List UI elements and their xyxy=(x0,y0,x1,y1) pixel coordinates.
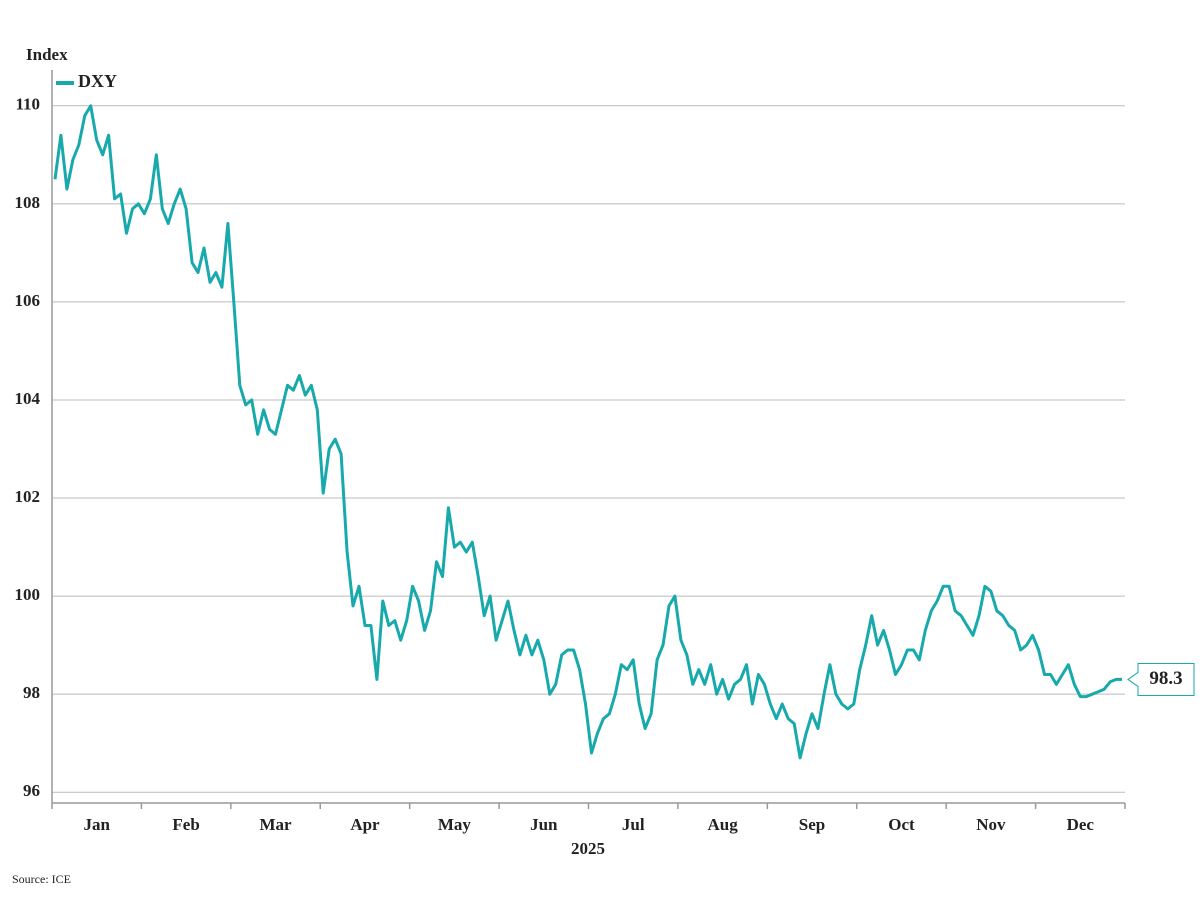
x-tick-label: Aug xyxy=(708,815,739,834)
y-tick-label: 110 xyxy=(15,95,40,114)
y-tick-label: 102 xyxy=(15,487,41,506)
y-tick-label: 104 xyxy=(15,389,41,408)
y-tick-label: 106 xyxy=(15,291,41,310)
x-tick-label: Sep xyxy=(799,815,825,834)
x-tick-label: Nov xyxy=(976,815,1006,834)
end-label-box xyxy=(1127,662,1195,696)
x-tick-label: Feb xyxy=(172,815,199,834)
x-axis-label: 2025 xyxy=(571,839,605,858)
x-tick-label: Jul xyxy=(622,815,645,834)
x-tick-label: Jun xyxy=(530,815,558,834)
legend-label: DXY xyxy=(78,71,117,91)
y-tick-label: 100 xyxy=(15,585,41,604)
source: Source: ICE xyxy=(12,872,71,886)
end-label: 98.3 xyxy=(1149,668,1182,689)
x-tick-label: Apr xyxy=(350,815,380,834)
y-tick-label: 108 xyxy=(15,193,41,212)
x-tick-label: Jan xyxy=(83,815,110,834)
y-tick-label: 96 xyxy=(23,781,40,800)
y-tick-label: 98 xyxy=(23,683,40,702)
x-tick-label: Mar xyxy=(259,815,292,834)
data-line xyxy=(53,104,1122,760)
y-axis-label: Index xyxy=(26,45,68,64)
x-tick-label: Dec xyxy=(1067,815,1095,834)
x-tick-label: May xyxy=(438,815,472,834)
x-tick-label: Oct xyxy=(888,815,915,834)
